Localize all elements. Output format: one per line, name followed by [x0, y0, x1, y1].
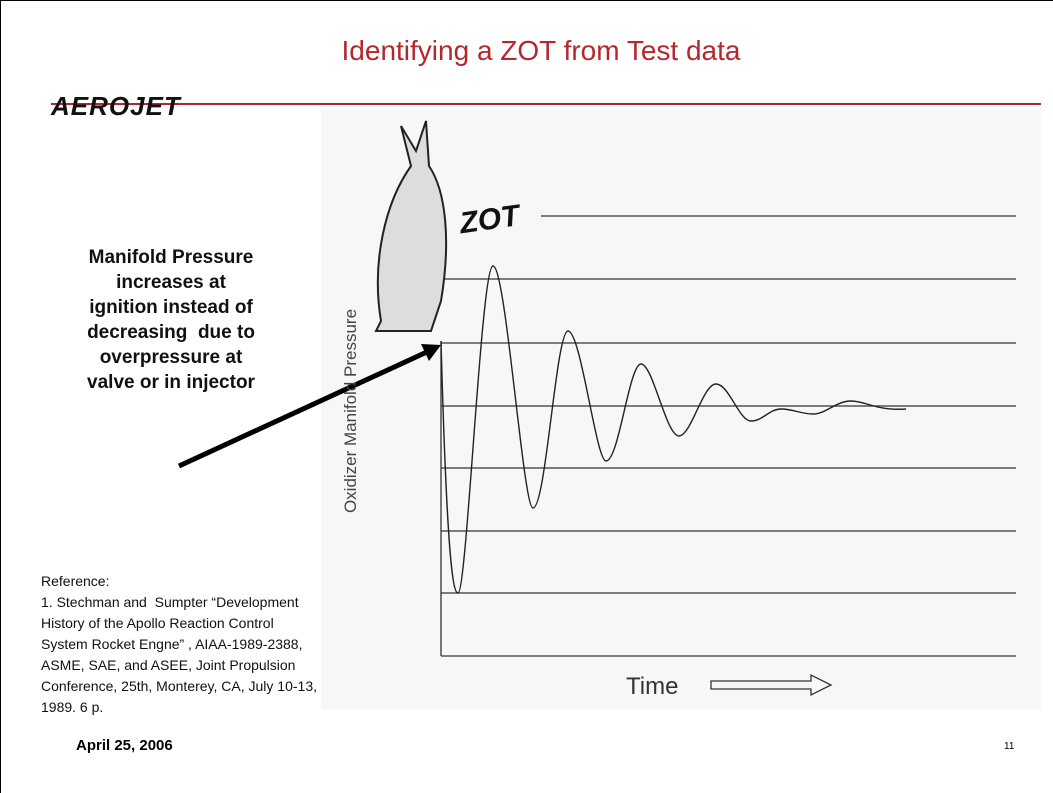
y-axis-label: Oxidizer Manifold Pressure [341, 309, 360, 513]
page-number: 11 [1004, 741, 1014, 752]
callout-line: overpressure at [41, 345, 301, 370]
callout-line: increases at [41, 270, 301, 295]
callout-line: ignition instead of [41, 295, 301, 320]
reference-line: 1. Stechman and Sumpter “Development [41, 592, 317, 613]
reference: Reference: 1. Stechman and Sumpter “Deve… [41, 571, 317, 718]
callout-line: decreasing due to [41, 320, 301, 345]
reference-line: ASME, SAE, and ASEE, Joint Propulsion [41, 655, 317, 676]
reference-line: System Rocket Engne” , AIAA-1989-2388, [41, 634, 317, 655]
date: April 25, 2006 [76, 737, 173, 754]
callout-line: Manifold Pressure [41, 245, 301, 270]
reference-line: Conference, 25th, Monterey, CA, July 10-… [41, 676, 317, 697]
logo: AEROJET [51, 91, 181, 122]
reference-line: History of the Apollo Reaction Control [41, 613, 317, 634]
callout-line: valve or in injector [41, 370, 301, 395]
reference-line: 1989. 6 p. [41, 697, 317, 718]
reference-heading: Reference: [41, 571, 317, 592]
x-axis-label: Time [626, 673, 678, 700]
slide: Oxidizer Manifold Pressure Time ZOT Iden… [0, 0, 1053, 793]
slide-title: Identifying a ZOT from Test data [1, 35, 1053, 67]
